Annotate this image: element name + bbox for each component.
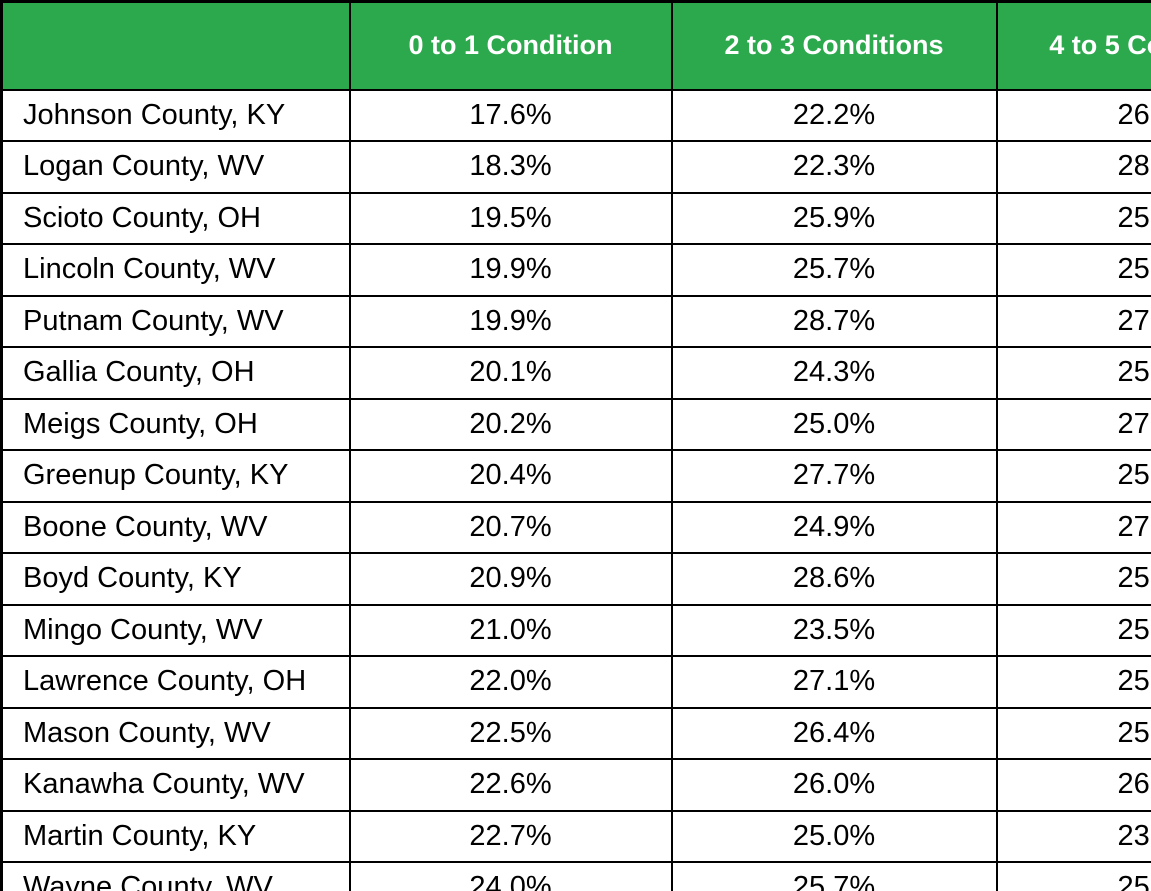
value-cell-0-to-1: 20.7% [348, 500, 673, 554]
county-name-cell: Putnam County, WV [0, 294, 351, 348]
value-cell-0-to-1: 22.0% [348, 655, 673, 709]
value-cell-0-to-1: 22.5% [348, 706, 673, 760]
table-row: Logan County, WV 18.3% 22.3% 28 [0, 140, 1151, 194]
county-name-cell: Kanawha County, WV [0, 758, 351, 812]
table-row: Meigs County, OH 20.2% 25.0% 27 [0, 397, 1151, 451]
header-cell-0-to-1-condition: 0 to 1 Condition [348, 0, 673, 91]
county-name-cell: Johnson County, KY [0, 88, 351, 142]
value-cell-4-to-5: 27 [995, 500, 1151, 554]
table-row: Putnam County, WV 19.9% 28.7% 27 [0, 294, 1151, 348]
value-cell-0-to-1: 19.5% [348, 191, 673, 245]
county-name-cell: Scioto County, OH [0, 191, 351, 245]
value-cell-0-to-1: 22.6% [348, 758, 673, 812]
county-name-cell: Mason County, WV [0, 706, 351, 760]
table-row: Wayne County, WV 24.0% 25.7% 25 [0, 861, 1151, 891]
table-row: Martin County, KY 22.7% 25.0% 23 [0, 809, 1151, 863]
value-cell-4-to-5: 26 [995, 758, 1151, 812]
value-cell-4-to-5: 23 [995, 809, 1151, 863]
header-row: 0 to 1 Condition 2 to 3 Conditions 4 to … [0, 0, 1151, 91]
county-name-cell: Logan County, WV [0, 140, 351, 194]
value-cell-4-to-5: 25 [995, 603, 1151, 657]
table-header: 0 to 1 Condition 2 to 3 Conditions 4 to … [0, 0, 1151, 91]
value-cell-2-to-3: 22.3% [670, 140, 998, 194]
table-row: Mingo County, WV 21.0% 23.5% 25 [0, 603, 1151, 657]
value-cell-0-to-1: 22.7% [348, 809, 673, 863]
value-cell-2-to-3: 26.0% [670, 758, 998, 812]
county-name-cell: Boone County, WV [0, 500, 351, 554]
county-name-cell: Boyd County, KY [0, 552, 351, 606]
value-cell-2-to-3: 24.3% [670, 346, 998, 400]
value-cell-4-to-5: 25 [995, 243, 1151, 297]
table-row: Boyd County, KY 20.9% 28.6% 25 [0, 552, 1151, 606]
value-cell-2-to-3: 28.6% [670, 552, 998, 606]
value-cell-4-to-5: 25 [995, 655, 1151, 709]
value-cell-2-to-3: 25.0% [670, 397, 998, 451]
value-cell-2-to-3: 28.7% [670, 294, 998, 348]
table-row: Mason County, WV 22.5% 26.4% 25 [0, 706, 1151, 760]
value-cell-2-to-3: 24.9% [670, 500, 998, 554]
value-cell-2-to-3: 25.9% [670, 191, 998, 245]
header-cell-2-to-3-conditions: 2 to 3 Conditions [670, 0, 998, 91]
value-cell-0-to-1: 24.0% [348, 861, 673, 891]
value-cell-2-to-3: 27.1% [670, 655, 998, 709]
county-name-cell: Lawrence County, OH [0, 655, 351, 709]
county-name-cell: Meigs County, OH [0, 397, 351, 451]
value-cell-4-to-5: 27 [995, 294, 1151, 348]
value-cell-0-to-1: 18.3% [348, 140, 673, 194]
county-name-cell: Martin County, KY [0, 809, 351, 863]
county-name-cell: Lincoln County, WV [0, 243, 351, 297]
table-row: Gallia County, OH 20.1% 24.3% 25 [0, 346, 1151, 400]
table-row: Johnson County, KY 17.6% 22.2% 26 [0, 88, 1151, 142]
value-cell-4-to-5: 25 [995, 552, 1151, 606]
value-cell-4-to-5: 28 [995, 140, 1151, 194]
county-name-cell: Mingo County, WV [0, 603, 351, 657]
table-body: Johnson County, KY 17.6% 22.2% 26 Logan Coun… [0, 88, 1151, 891]
value-cell-0-to-1: 19.9% [348, 294, 673, 348]
value-cell-2-to-3: 23.5% [670, 603, 998, 657]
header-cell-county [0, 0, 351, 91]
value-cell-4-to-5: 25 [995, 706, 1151, 760]
county-name-cell: Gallia County, OH [0, 346, 351, 400]
value-cell-2-to-3: 25.7% [670, 243, 998, 297]
table-row: Greenup County, KY 20.4% 27.7% 25 [0, 449, 1151, 503]
value-cell-0-to-1: 20.9% [348, 552, 673, 606]
value-cell-0-to-1: 19.9% [348, 243, 673, 297]
table-row: Scioto County, OH 19.5% 25.9% 25 [0, 191, 1151, 245]
value-cell-4-to-5: 25 [995, 449, 1151, 503]
table-row: Kanawha County, WV 22.6% 26.0% 26 [0, 758, 1151, 812]
table-row: Lawrence County, OH 22.0% 27.1% 25 [0, 655, 1151, 709]
value-cell-0-to-1: 20.4% [348, 449, 673, 503]
value-cell-4-to-5: 25 [995, 346, 1151, 400]
table-row: Boone County, WV 20.7% 24.9% 27 [0, 500, 1151, 554]
value-cell-0-to-1: 20.1% [348, 346, 673, 400]
value-cell-4-to-5: 26 [995, 88, 1151, 142]
table-row: Lincoln County, WV 19.9% 25.7% 25 [0, 243, 1151, 297]
value-cell-4-to-5: 25 [995, 191, 1151, 245]
value-cell-2-to-3: 22.2% [670, 88, 998, 142]
value-cell-0-to-1: 17.6% [348, 88, 673, 142]
value-cell-0-to-1: 20.2% [348, 397, 673, 451]
value-cell-2-to-3: 25.0% [670, 809, 998, 863]
county-name-cell: Wayne County, WV [0, 861, 351, 891]
value-cell-2-to-3: 26.4% [670, 706, 998, 760]
value-cell-2-to-3: 25.7% [670, 861, 998, 891]
header-cell-4-to-5-conditions: 4 to 5 Conditions [995, 0, 1151, 91]
value-cell-4-to-5: 25 [995, 861, 1151, 891]
county-name-cell: Greenup County, KY [0, 449, 351, 503]
value-cell-2-to-3: 27.7% [670, 449, 998, 503]
value-cell-0-to-1: 21.0% [348, 603, 673, 657]
value-cell-4-to-5: 27 [995, 397, 1151, 451]
